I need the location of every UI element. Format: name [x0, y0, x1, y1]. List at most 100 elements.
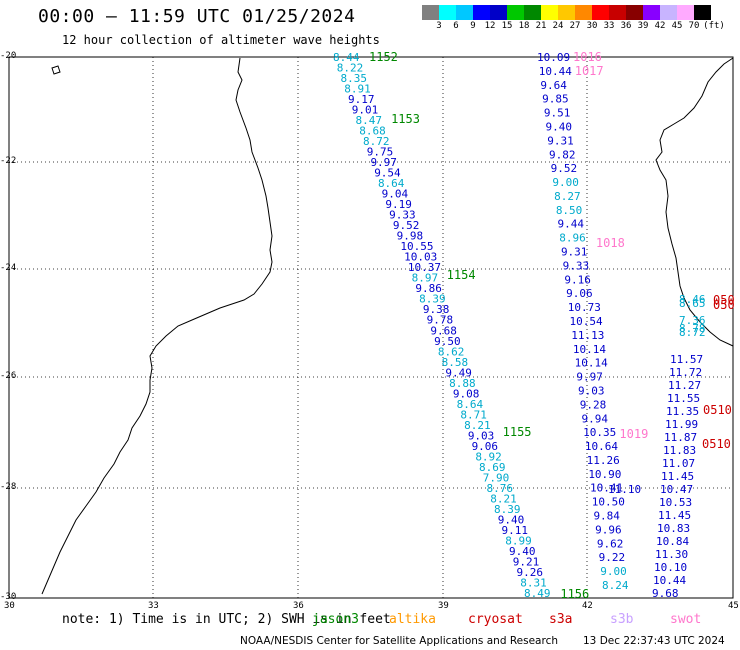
scale-tick-label: 3 [436, 21, 442, 31]
swh-value: 10.35 [583, 426, 616, 439]
scale-swatch [592, 5, 609, 20]
swh-value: 8.69 [479, 461, 506, 474]
footer-note: note: 1) Time is in UTC; 2) SWH is in fe… [62, 612, 391, 627]
swh-value: 9.68 [430, 324, 457, 337]
swh-value: 10.84 [656, 535, 689, 548]
scale-swatch [626, 5, 643, 20]
pass-time-label: 050 [713, 298, 735, 312]
legend-s3b: s3b [610, 612, 634, 627]
pass-time-label: 1019 [619, 427, 648, 441]
swh-value: 9.82 [549, 148, 576, 161]
page-subtitle: 12 hour collection of altimeter wave hei… [62, 33, 380, 47]
swh-value: 9.11 [502, 524, 529, 537]
swh-value: 8.99 [505, 534, 532, 547]
swh-value: 9.68 [652, 587, 679, 600]
swh-value: 10.44 [653, 574, 686, 587]
swh-value: 8.88 [449, 377, 476, 390]
swh-value: 9.54 [374, 167, 401, 180]
swh-value: 8.91 [344, 83, 371, 96]
swh-value: 7.90 [483, 471, 510, 484]
swh-value: 11.13 [571, 329, 604, 342]
swh-value: 11.26 [587, 454, 620, 467]
africa-coastline [41, 57, 273, 595]
swh-value: 8.92 [475, 450, 502, 463]
swh-value: 8.46 [679, 293, 706, 306]
swh-value: 10.14 [573, 343, 606, 356]
legend-altika: altika [389, 612, 436, 627]
swh-value: 11.35 [666, 405, 699, 418]
longitude-label: 30 [4, 601, 15, 611]
pass-time-label: 1153 [391, 112, 420, 126]
swh-value: 8.64 [457, 398, 484, 411]
madagascar-coastline [655, 57, 734, 347]
swh-value: 9.49 [445, 366, 472, 379]
island-outline [51, 65, 61, 75]
pass-time-label: 0510 [702, 437, 731, 451]
swh-value: 9.22 [599, 551, 626, 564]
scale-tick-label: 12 [484, 21, 496, 31]
swh-value: 9.17 [348, 93, 375, 106]
map-frame [8, 56, 734, 599]
swh-value: 9.96 [595, 523, 622, 536]
swh-value: 9.97 [576, 371, 603, 384]
pass-time-label: 1152 [369, 50, 398, 64]
swh-value: 10.37 [408, 261, 441, 274]
scale-swatch [677, 5, 694, 20]
scale-tick-label: 30 [586, 21, 598, 31]
swh-value: 9.40 [546, 120, 573, 133]
swh-value: 9.28 [580, 398, 607, 411]
page-title: 00:00 – 11:59 UTC 01/25/2024 [38, 6, 356, 27]
swh-value: 11.55 [667, 392, 700, 405]
latitude-label: -30 [0, 592, 17, 602]
latitude-label: -22 [0, 156, 17, 166]
swh-value: 8.35 [340, 72, 367, 85]
swh-value: 10.10 [654, 561, 687, 574]
swh-value: 9.85 [542, 93, 569, 106]
scale-swatch [643, 5, 660, 20]
legend-jason3: jason3 [312, 612, 359, 627]
swh-value: 8.97 [412, 272, 439, 285]
scale-swatch [609, 5, 626, 20]
pass-time-label: 1156 [560, 587, 589, 601]
scale-tick-label: 27 [569, 21, 581, 31]
swh-value: 10.53 [659, 496, 692, 509]
swh-value: 9.04 [382, 188, 409, 201]
scale-tick-label: 36 [620, 21, 632, 31]
swh-value: 8.47 [355, 114, 382, 127]
latitude-label: -24 [0, 263, 17, 273]
scale-swatch [660, 5, 677, 20]
scale-tick-label: 9 [470, 21, 476, 31]
swh-value: 11.99 [665, 418, 698, 431]
swh-value: 9.52 [551, 162, 578, 175]
swh-value: 10.44 [539, 65, 572, 78]
credit-text: NOAA/NESDIS Center for Satellite Applica… [240, 635, 558, 647]
swh-value: 9.51 [544, 107, 571, 120]
swh-value: 9.84 [593, 510, 620, 523]
swh-value: 9.44 [558, 218, 585, 231]
swh-value: 9.40 [498, 513, 525, 526]
swh-value: 8.39 [419, 293, 446, 306]
swh-value: 9.86 [415, 282, 442, 295]
swh-value: 9.08 [453, 387, 480, 400]
scale-swatch [541, 5, 558, 20]
scale-tick-label: 24 [552, 21, 564, 31]
longitude-label: 36 [293, 601, 304, 611]
scale-swatch [575, 5, 592, 20]
swh-value: 10.54 [570, 315, 603, 328]
scale-swatch [558, 5, 575, 20]
color-scale-bar [422, 5, 711, 20]
pass-time-label: 0510 [703, 403, 732, 417]
swh-value: 9.62 [597, 537, 624, 550]
swh-value: 10.90 [588, 468, 621, 481]
pass-time-label: 1154 [447, 268, 476, 282]
swh-value: 10.83 [657, 522, 690, 535]
scale-tick-label: 33 [603, 21, 615, 31]
swh-value: 9.94 [581, 412, 608, 425]
swh-value: 8.78 [679, 322, 706, 335]
swh-value: 9.26 [517, 566, 544, 579]
swh-value: 10.09 [537, 51, 570, 64]
scale-tick-label: 21 [535, 21, 547, 31]
swh-value: 9.03 [468, 429, 495, 442]
pass-time-label: 1155 [503, 425, 532, 439]
swh-value: 8.68 [359, 125, 386, 138]
